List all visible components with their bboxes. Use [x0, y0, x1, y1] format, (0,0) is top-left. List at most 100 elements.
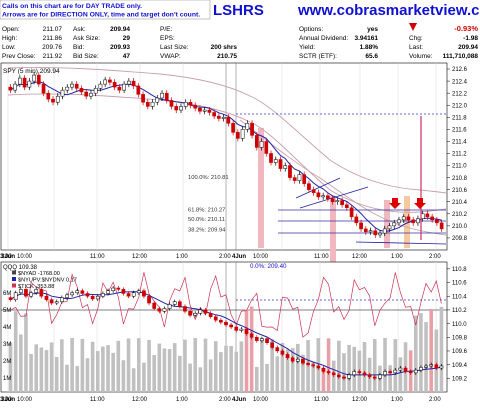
x-tick-label: 2:00	[219, 254, 231, 260]
candle-body	[193, 313, 198, 316]
down-arrow-icon	[409, 23, 417, 31]
candle-body	[285, 354, 290, 359]
volume-bar	[60, 339, 64, 392]
candle-body	[13, 292, 18, 300]
y-tick-label: 110.6	[452, 281, 467, 287]
candle-body	[363, 228, 368, 233]
volume-bar	[424, 322, 428, 392]
volume-bar	[95, 351, 100, 392]
y-tick-label: 210.6	[452, 188, 468, 194]
volume-bar	[285, 349, 290, 392]
candle-body	[141, 94, 145, 103]
candle-body	[288, 165, 292, 178]
down-arrow-icon	[389, 198, 401, 209]
candle-body	[269, 153, 273, 163]
quote-value: 29	[123, 35, 131, 42]
candle-body	[70, 83, 74, 88]
volume-bar	[244, 309, 249, 392]
candle-body	[413, 369, 418, 374]
y-tick-label: 209.8	[452, 236, 468, 242]
volume-bar	[44, 350, 49, 392]
volume-bar	[70, 338, 74, 392]
candle-body	[221, 117, 226, 119]
candle-body	[290, 357, 295, 362]
candle-body	[398, 367, 403, 371]
quote-label: Chg:	[409, 35, 423, 42]
fib-label: 61.8%: 210.27	[188, 208, 225, 214]
candle-body	[347, 374, 351, 379]
candle-body	[212, 112, 217, 117]
candle-body	[136, 85, 141, 95]
candle-body	[95, 295, 100, 300]
candle-body	[198, 309, 203, 314]
quote-value: -1.98	[463, 35, 478, 42]
lower-legend: $NYAD -1768.00$NYUPV:$NYDNV 0.17$TICK -3…	[12, 270, 77, 290]
website-text: www.cobrasmarketview.com	[297, 2, 480, 19]
candle-body	[179, 106, 183, 111]
y-tick-label: 212.6	[452, 67, 468, 73]
candle-body	[302, 174, 307, 184]
candle-body	[121, 289, 126, 294]
candle-body	[372, 376, 377, 379]
candle-body	[244, 328, 249, 335]
volume-bar	[198, 367, 203, 392]
lower-panel-title: QQQ 109.38	[3, 265, 38, 271]
candle-body	[93, 88, 98, 94]
quote-label: Volume:	[409, 53, 433, 60]
volume-bar	[388, 365, 392, 392]
candle-body	[157, 308, 162, 312]
volume-bar	[13, 311, 18, 392]
y-tick-label: 211.0	[452, 164, 467, 170]
volume-bar	[137, 338, 141, 392]
candle-body	[439, 365, 444, 369]
candle-body	[188, 311, 192, 316]
volume-bar	[249, 306, 254, 392]
candle-body	[147, 295, 151, 304]
candle-body	[84, 91, 89, 97]
volume-bar	[121, 360, 126, 392]
direction-arrows	[389, 198, 426, 209]
x-tick-label: 11:00	[314, 254, 329, 260]
volume-bar	[219, 352, 223, 392]
y-tick-label: 109.4	[452, 363, 468, 369]
volume-bar	[337, 340, 341, 392]
x-tick-label: 12:00	[352, 254, 368, 260]
volume-bar	[413, 315, 418, 392]
candle-body	[229, 324, 233, 328]
x-tick-label: 10:00	[253, 397, 269, 403]
candle-body	[397, 219, 401, 224]
candle-body	[306, 363, 310, 365]
volume-bar	[80, 338, 85, 392]
y-tick-label: 210.4	[452, 200, 468, 206]
candle-body	[295, 358, 300, 362]
candle-body	[39, 289, 44, 297]
candle-body	[85, 293, 90, 297]
candle-body	[439, 222, 444, 230]
candle-body	[60, 89, 65, 97]
volume-bar	[29, 353, 33, 392]
candle-body	[46, 92, 51, 100]
quote-label: Ask:	[73, 26, 86, 33]
candle-body	[367, 374, 372, 378]
candle-body	[357, 371, 362, 374]
volume-bar	[326, 338, 331, 392]
candle-body	[392, 222, 397, 227]
candle-body	[403, 367, 408, 372]
candle-body	[112, 82, 117, 88]
x-tick-label: 10:00	[17, 254, 33, 260]
volume-bar	[101, 346, 105, 392]
candle-body	[340, 200, 344, 206]
volume-bar	[116, 340, 121, 392]
candle-body	[202, 109, 207, 112]
volume-bar	[239, 341, 244, 392]
x-tick-label: 2:00	[429, 254, 441, 260]
candle-body	[79, 88, 84, 93]
candle-body	[316, 365, 321, 369]
candle-body	[245, 123, 250, 130]
volume-bar	[54, 357, 59, 392]
x-tick-label: 3Jun	[1, 254, 15, 260]
candle-body	[131, 292, 136, 297]
lower-x-labels: 3Jun 10:00 11:00 12:00 1:00 2:00 4Jun 10:00 11:0…	[0, 397, 441, 403]
candle-body	[207, 109, 212, 113]
